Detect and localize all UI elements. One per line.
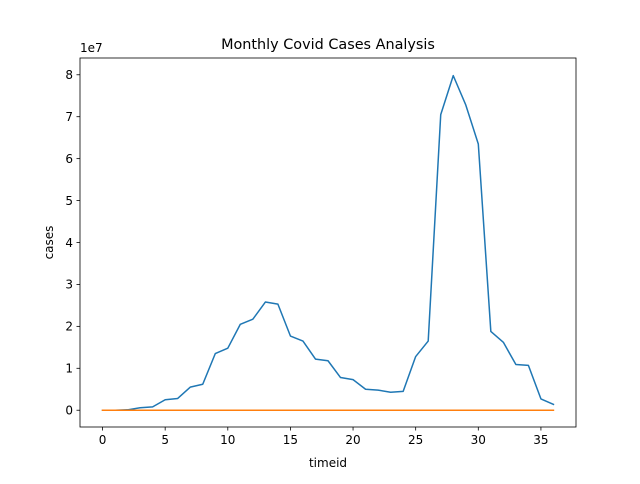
y-tick-label: 2 bbox=[65, 320, 73, 334]
x-tick-label: 25 bbox=[408, 433, 423, 447]
x-tick-label: 30 bbox=[471, 433, 486, 447]
y-axis-label: cases bbox=[42, 226, 56, 260]
y-tick-label: 1 bbox=[65, 362, 73, 376]
y-axis: 0 1 2 3 4 5 6 7 8 bbox=[65, 68, 80, 418]
y-tick-label: 6 bbox=[65, 152, 73, 166]
x-axis-label: timeid bbox=[309, 456, 347, 470]
y-tick-label: 8 bbox=[65, 68, 73, 82]
x-tick-label: 35 bbox=[533, 433, 548, 447]
x-tick-label: 5 bbox=[161, 433, 169, 447]
x-tick-label: 10 bbox=[220, 433, 235, 447]
y-tick-label: 3 bbox=[65, 278, 73, 292]
series-layer bbox=[101, 74, 555, 411]
x-tick-label: 20 bbox=[345, 433, 360, 447]
series-line-1 bbox=[101, 74, 555, 411]
y-offset-label: 1e7 bbox=[80, 41, 103, 55]
x-axis: 0 5 10 15 20 25 30 35 bbox=[99, 427, 549, 447]
y-tick-label: 5 bbox=[65, 194, 73, 208]
y-tick-label: 4 bbox=[65, 236, 73, 250]
chart-title: Monthly Covid Cases Analysis bbox=[221, 37, 435, 53]
x-tick-label: 15 bbox=[283, 433, 298, 447]
y-tick-label: 0 bbox=[65, 404, 73, 418]
x-tick-label: 0 bbox=[99, 433, 107, 447]
y-tick-label: 7 bbox=[65, 110, 73, 124]
